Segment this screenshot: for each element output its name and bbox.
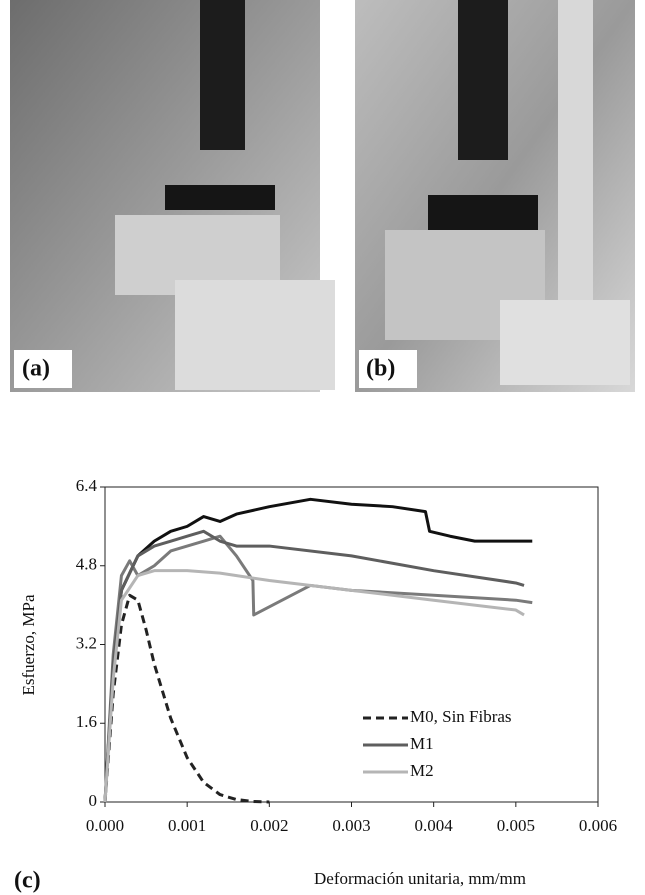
plot-area	[104, 486, 599, 803]
x-tick-label: 0.002	[250, 816, 288, 835]
x-tick-label: 0.005	[497, 816, 535, 835]
photo-a: (a)	[10, 0, 335, 392]
y-axis-label: Esfuerzo, MPa	[19, 594, 38, 695]
x-axis-label: Deformación unitaria, mm/mm	[314, 869, 526, 888]
series-line	[103, 593, 270, 804]
y-tick-label: 4.8	[76, 555, 97, 574]
legend-label: M0, Sin Fibras	[410, 707, 512, 726]
series-line	[103, 569, 525, 803]
x-tick-label: 0.006	[579, 816, 617, 835]
x-tick-label: 0.001	[168, 816, 206, 835]
x-tick-label: 0.000	[86, 816, 124, 835]
y-tick-label: 1.6	[76, 712, 97, 731]
y-tick-label: 6.4	[76, 476, 98, 495]
y-tick-label: 0	[89, 791, 98, 810]
series-line	[103, 497, 533, 803]
panel-label: (c)	[14, 868, 41, 894]
photo-b: (b)	[355, 0, 635, 392]
panel-label: (b)	[366, 356, 395, 382]
x-tick-label: 0.004	[415, 816, 454, 835]
panel-label: (a)	[22, 356, 50, 382]
y-tick-label: 3.2	[76, 633, 97, 652]
legend-label: M2	[410, 761, 434, 780]
legend-label: M1	[410, 734, 434, 753]
x-tick-label: 0.003	[332, 816, 370, 835]
series-line	[103, 529, 525, 803]
